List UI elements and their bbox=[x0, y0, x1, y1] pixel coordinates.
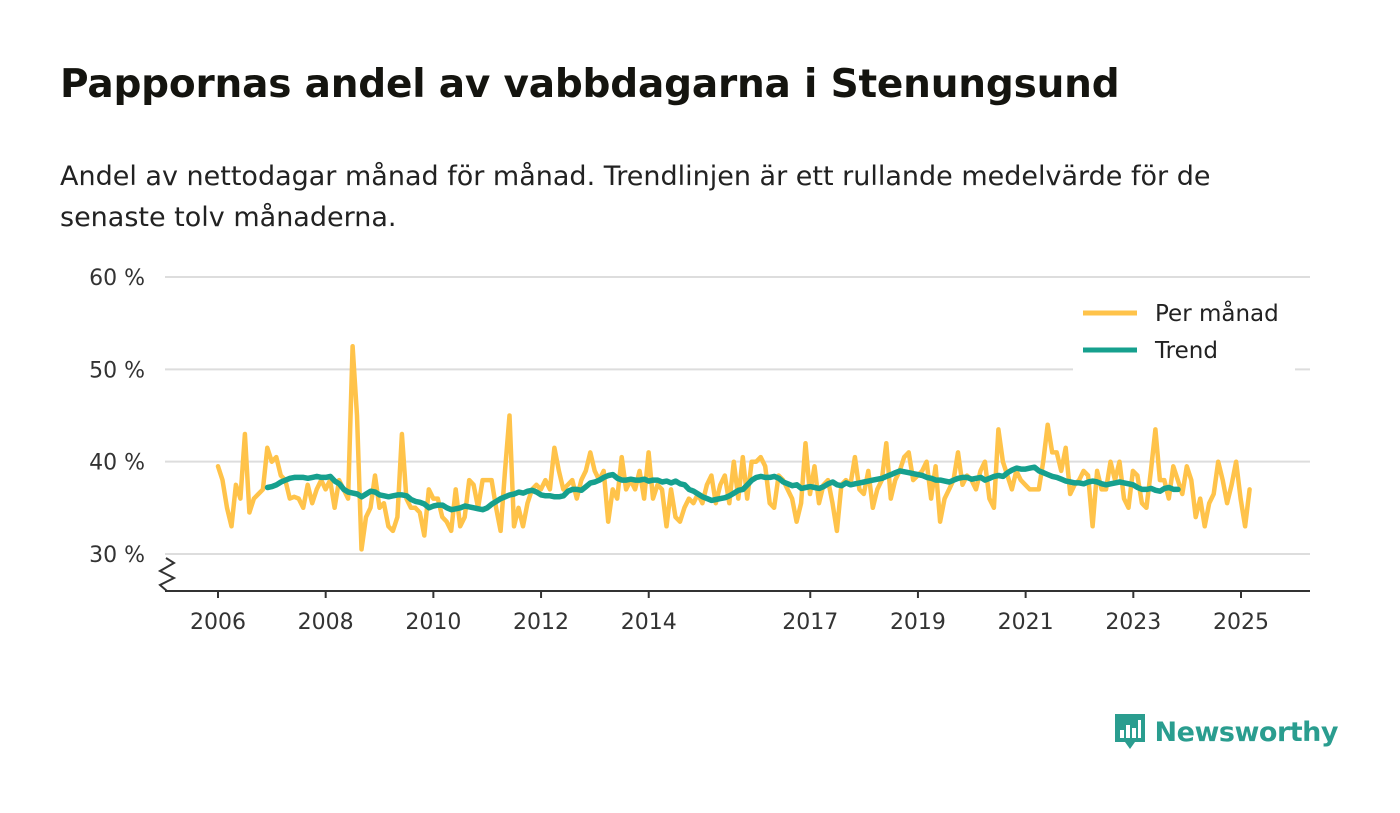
x-axis bbox=[157, 557, 1310, 592]
legend-label-per-manad: Per månad bbox=[1155, 299, 1279, 327]
x-tick-label-2012: 2012 bbox=[513, 610, 569, 635]
x-axis-ticks: 2006 2008 2010 2012 2014 2017 2019 2021 2023 2025 bbox=[190, 591, 1269, 635]
series-lines bbox=[215, 344, 1252, 552]
y-tick-label-30: 30 % bbox=[89, 543, 145, 568]
x-tick-label-2010: 2010 bbox=[405, 610, 461, 635]
y-tick-label-50: 50 % bbox=[89, 358, 145, 383]
x-tick-label-2006: 2006 bbox=[190, 610, 246, 635]
newsworthy-logo: Newsworthy bbox=[1113, 712, 1339, 752]
x-tick-label-2023: 2023 bbox=[1105, 610, 1161, 635]
y-axis-break-icon bbox=[157, 557, 177, 592]
page-title: Pappornas andel av vabbdagarna i Stenung… bbox=[60, 62, 1120, 107]
x-tick-label-2019: 2019 bbox=[890, 610, 946, 635]
x-tick-label-2025: 2025 bbox=[1213, 610, 1269, 635]
x-tick-label-2008: 2008 bbox=[298, 610, 354, 635]
legend: Per månad Trend bbox=[1073, 292, 1295, 372]
legend-label-trend: Trend bbox=[1154, 338, 1218, 364]
y-tick-label-60: 60 % bbox=[89, 266, 145, 291]
bar-chart-speech-bubble-icon bbox=[1114, 714, 1145, 749]
x-tick-label-2014: 2014 bbox=[621, 610, 677, 635]
series-line-trend bbox=[264, 464, 1181, 513]
y-axis-ticks: 30 % 40 % 50 % 60 % bbox=[89, 266, 145, 568]
x-tick-label-2021: 2021 bbox=[998, 610, 1054, 635]
brand-name: Newsworthy bbox=[1154, 716, 1339, 748]
line-chart: 30 % 40 % 50 % 60 % 2006 2008 2010 2012 2014 201… bbox=[89, 266, 1310, 635]
chart-subtitle: Andel av nettodagar månad för månad. Tre… bbox=[60, 161, 1211, 233]
y-tick-label-40: 40 % bbox=[89, 451, 145, 476]
series-line-per-manad bbox=[215, 344, 1252, 552]
x-tick-label-2017: 2017 bbox=[782, 610, 838, 635]
legend-background bbox=[1073, 292, 1295, 372]
